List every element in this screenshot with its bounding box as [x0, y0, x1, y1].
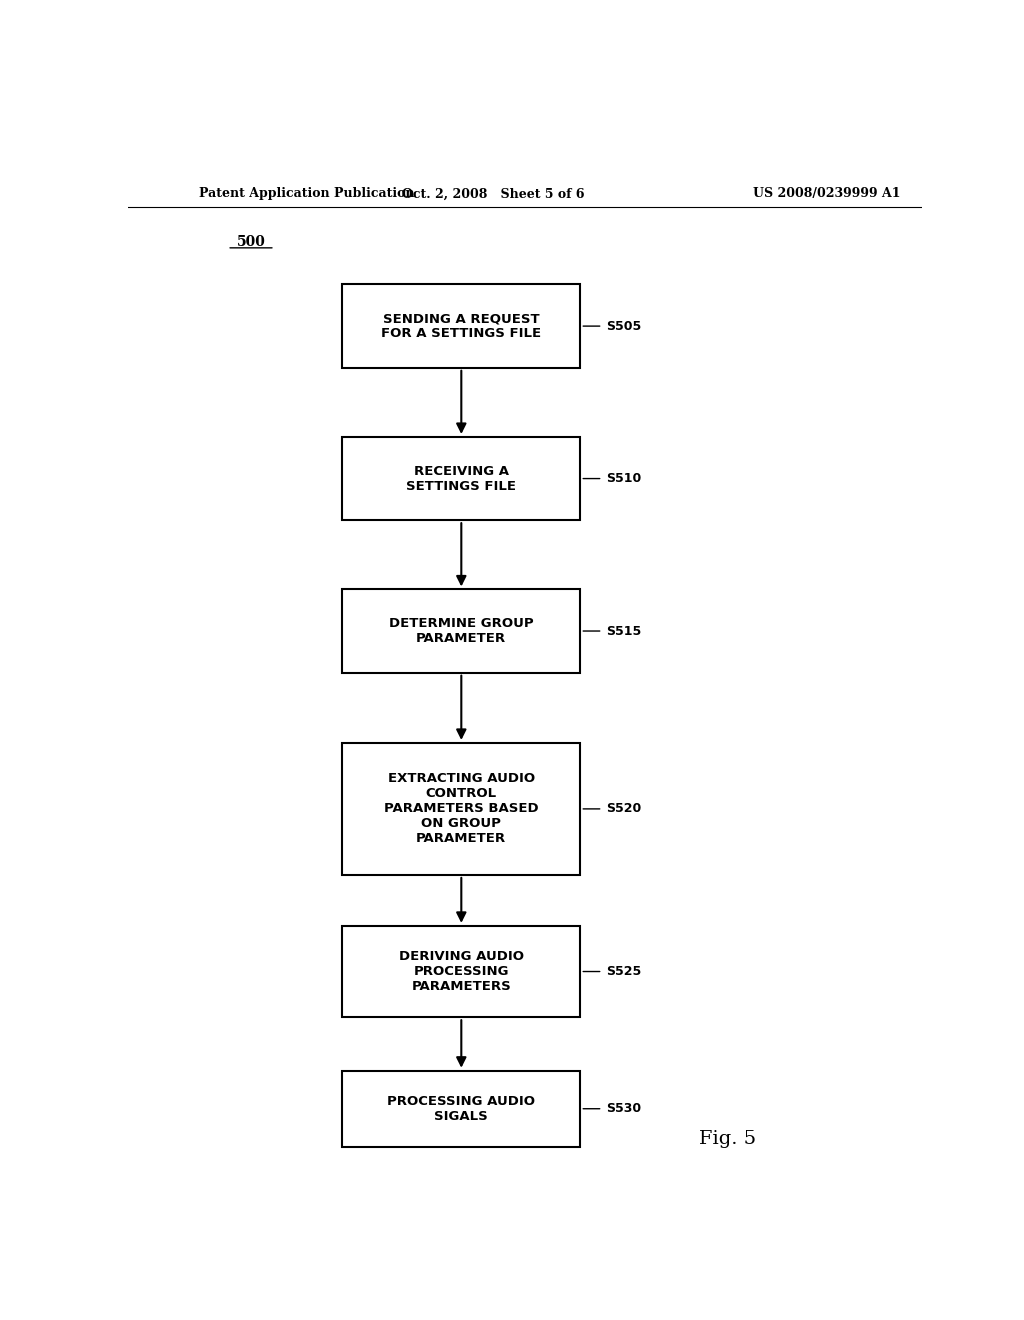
Text: EXTRACTING AUDIO
CONTROL
PARAMETERS BASED
ON GROUP
PARAMETER: EXTRACTING AUDIO CONTROL PARAMETERS BASE… [384, 772, 539, 845]
Text: DETERMINE GROUP
PARAMETER: DETERMINE GROUP PARAMETER [389, 616, 534, 645]
Text: 500: 500 [237, 235, 265, 248]
FancyBboxPatch shape [342, 743, 581, 875]
Text: US 2008/0239999 A1: US 2008/0239999 A1 [753, 187, 900, 201]
Text: SENDING A REQUEST
FOR A SETTINGS FILE: SENDING A REQUEST FOR A SETTINGS FILE [381, 312, 542, 341]
FancyBboxPatch shape [342, 437, 581, 520]
Text: S515: S515 [606, 624, 642, 638]
Text: S505: S505 [606, 319, 642, 333]
Text: RECEIVING A
SETTINGS FILE: RECEIVING A SETTINGS FILE [407, 465, 516, 492]
FancyBboxPatch shape [342, 589, 581, 673]
Text: Fig. 5: Fig. 5 [699, 1130, 757, 1148]
Text: S530: S530 [606, 1102, 642, 1115]
FancyBboxPatch shape [342, 925, 581, 1018]
Text: Patent Application Publication: Patent Application Publication [200, 187, 415, 201]
Text: Oct. 2, 2008   Sheet 5 of 6: Oct. 2, 2008 Sheet 5 of 6 [401, 187, 585, 201]
FancyBboxPatch shape [342, 284, 581, 368]
Text: PROCESSING AUDIO
SIGALS: PROCESSING AUDIO SIGALS [387, 1094, 536, 1123]
Text: S525: S525 [606, 965, 642, 978]
FancyBboxPatch shape [342, 1071, 581, 1147]
Text: S520: S520 [606, 803, 642, 816]
Text: S510: S510 [606, 473, 642, 484]
Text: DERIVING AUDIO
PROCESSING
PARAMETERS: DERIVING AUDIO PROCESSING PARAMETERS [398, 950, 524, 993]
